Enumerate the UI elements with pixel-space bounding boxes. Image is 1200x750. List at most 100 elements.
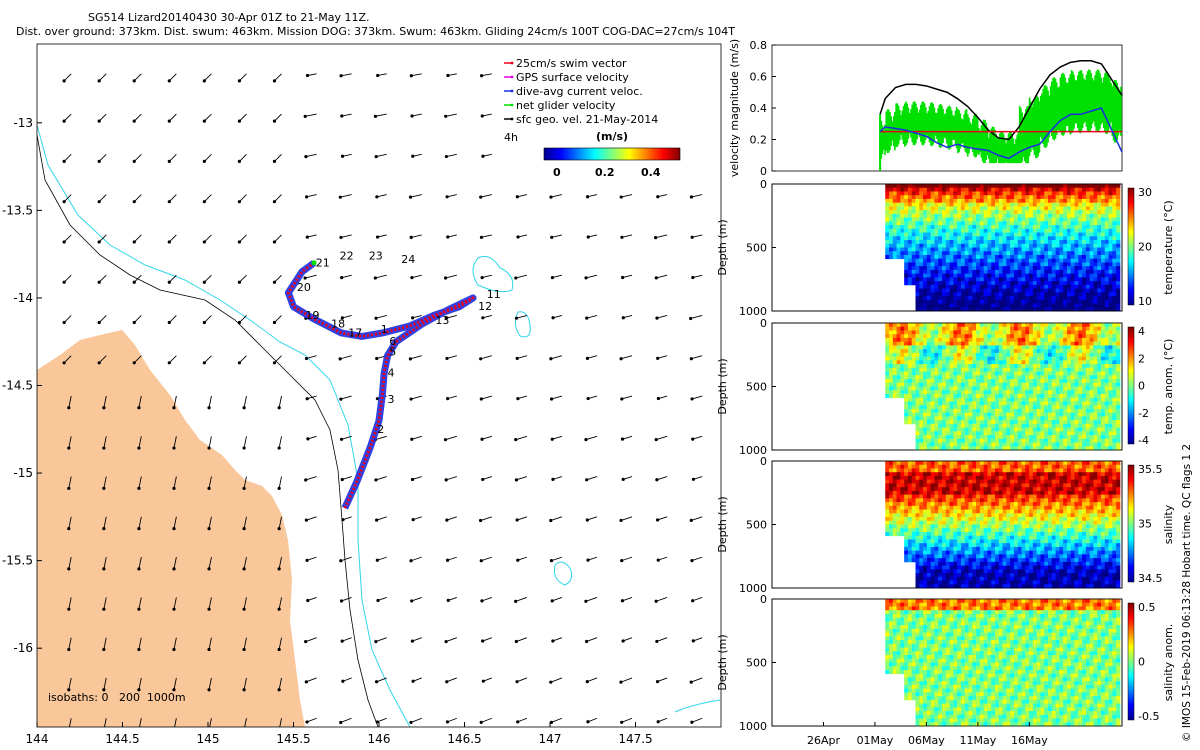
heatmap-cell: [1097, 446, 1102, 451]
heatmap-cell: [1036, 195, 1041, 200]
heatmap-cell: [964, 187, 969, 192]
heatmap-cell: [1021, 266, 1026, 271]
heatmap-cell: [930, 390, 935, 395]
heatmap-cell: [892, 326, 897, 331]
velocity-y-tick-label: 0: [760, 165, 767, 178]
heatmap-cell: [885, 232, 890, 237]
heatmap-cell: [934, 334, 939, 339]
heatmap-cell: [979, 191, 985, 196]
heatmap-cell: [1021, 247, 1026, 252]
heatmap-cell: [1070, 206, 1075, 211]
heatmap-cell: [1013, 195, 1019, 200]
heatmap-cell: [1029, 330, 1034, 335]
heatmap-cell: [1051, 386, 1056, 391]
heatmap-cell: [926, 438, 932, 443]
heatmap-cell: [1112, 299, 1117, 304]
heatmap-cell: [1074, 243, 1079, 248]
heatmap-cell: [1048, 232, 1053, 237]
heatmap-cell: [1055, 420, 1060, 425]
heatmap-cell: [995, 221, 1000, 226]
heatmap-cell: [938, 277, 943, 282]
heatmap-cell: [926, 184, 932, 189]
heatmap-cell: [960, 330, 966, 335]
heatmap-cell: [1051, 420, 1056, 425]
heatmap-cell: [1097, 206, 1102, 211]
heatmap-cell: [1112, 232, 1117, 237]
heatmap-cell: [945, 191, 950, 196]
heatmap-cell: [1048, 292, 1053, 297]
heatmap-cell: [889, 236, 894, 241]
heatmap-cell: [904, 326, 909, 331]
heatmap-cell: [1066, 446, 1072, 451]
heatmap-cell: [1097, 254, 1102, 260]
heatmap-cell: [900, 184, 905, 189]
heatmap-cell: [945, 356, 950, 361]
heatmap-cell: [960, 191, 966, 196]
heatmap-cell: [972, 401, 977, 406]
heatmap-cell: [1029, 187, 1034, 192]
heatmap-cell: [919, 228, 924, 233]
heatmap-cell: [1074, 299, 1079, 304]
heatmap-cell: [1010, 217, 1015, 222]
heatmap-cell: [983, 281, 988, 286]
heatmap-cell: [919, 303, 924, 308]
heatmap-cell: [926, 364, 932, 369]
heatmap-cell: [1097, 386, 1102, 391]
heatmap-cell: [1085, 198, 1091, 204]
heatmap-cell: [957, 202, 962, 207]
heatmap-cell: [1112, 427, 1117, 432]
heatmap-cell: [1013, 217, 1019, 222]
heatmap-cell: [1063, 334, 1068, 339]
heatmap-cell: [957, 240, 962, 245]
heatmap-cell: [1074, 416, 1079, 421]
quiver-arrow: [482, 637, 493, 642]
heatmap-cell: [1066, 435, 1072, 440]
heatmap-cell: [1097, 296, 1102, 301]
heatmap-cell: [1085, 213, 1091, 219]
heatmap-cell: [991, 390, 996, 395]
velocity-series-0: [879, 60, 1123, 141]
heatmap-cell: [957, 367, 962, 372]
quiver-arrow: [98, 113, 107, 122]
heatmap-cell: [1017, 210, 1022, 215]
heatmap-cell: [1082, 382, 1087, 387]
heatmap-cell: [1021, 213, 1026, 219]
heatmap-cell: [926, 202, 932, 207]
heatmap-cell: [976, 292, 981, 297]
heatmap-cell: [998, 281, 1003, 286]
heatmap-cell: [953, 281, 958, 286]
heatmap-cell: [983, 254, 988, 260]
heatmap-cell: [923, 446, 928, 451]
depth-y-tick-label: 500: [746, 242, 767, 255]
heatmap-cell: [1029, 401, 1034, 406]
heatmap-cell: [964, 273, 969, 278]
heatmap-cell: [1013, 184, 1019, 189]
quiver-head: [410, 437, 414, 441]
heatmap-cell: [1006, 236, 1011, 241]
heatmap-cell: [1048, 221, 1053, 226]
heatmap-cell: [957, 386, 962, 391]
heatmap-cell: [1036, 206, 1041, 211]
heatmap-cell: [1097, 247, 1102, 252]
heatmap-cell: [972, 416, 977, 421]
heatmap-cell: [983, 225, 988, 230]
heatmap-cell: [1112, 228, 1117, 233]
heatmap-cell: [938, 345, 943, 350]
heatmap-cell: [1051, 435, 1056, 440]
heatmap-cell: [923, 221, 928, 226]
heatmap-cell: [1017, 345, 1022, 350]
heatmap-cell: [979, 401, 985, 406]
heatmap-cell: [998, 349, 1003, 354]
heatmap-cell: [1089, 251, 1094, 256]
heatmap-cell: [995, 296, 1000, 301]
heatmap-cell: [991, 236, 996, 241]
heatmap-cell: [987, 288, 992, 293]
heatmap-cell: [972, 371, 977, 376]
heatmap-cell: [1032, 345, 1038, 350]
heatmap-cell: [1032, 390, 1038, 395]
heatmap-cell: [915, 213, 920, 219]
heatmap-cell: [1078, 228, 1083, 233]
heatmap-cell: [968, 442, 973, 447]
quiver-arrow: [278, 597, 282, 610]
heatmap-cell: [1032, 198, 1038, 204]
